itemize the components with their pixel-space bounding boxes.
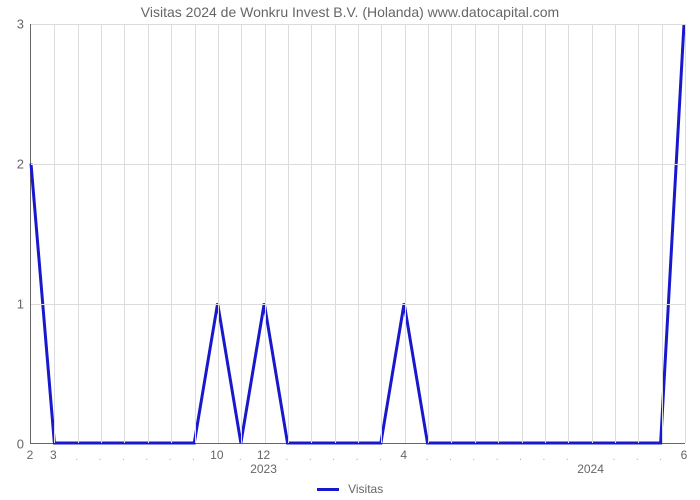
grid-vertical <box>498 24 499 443</box>
line-chart: Visitas 2024 de Wonkru Invest B.V. (Hola… <box>0 0 700 500</box>
grid-vertical <box>218 24 219 443</box>
grid-horizontal <box>31 304 685 305</box>
grid-vertical <box>78 24 79 443</box>
x-minor-tick: . <box>613 452 616 463</box>
y-tick-label: 1 <box>4 297 24 312</box>
grid-horizontal <box>31 164 685 165</box>
x-minor-tick: . <box>192 452 195 463</box>
x-minor-tick: . <box>145 452 148 463</box>
y-tick-label: 3 <box>4 17 24 32</box>
grid-vertical <box>428 24 429 443</box>
x-tick-label: 2 <box>27 448 34 462</box>
x-tick-label: 4 <box>400 448 407 462</box>
x-minor-tick: . <box>239 452 242 463</box>
chart-title: Visitas 2024 de Wonkru Invest B.V. (Hola… <box>0 4 700 20</box>
x-minor-tick: . <box>519 452 522 463</box>
grid-vertical <box>592 24 593 443</box>
y-tick-label: 2 <box>4 157 24 172</box>
grid-vertical <box>54 24 55 443</box>
x-minor-tick: . <box>332 452 335 463</box>
x-minor-tick: . <box>542 452 545 463</box>
x-year-label: 2023 <box>250 462 277 476</box>
grid-vertical <box>568 24 569 443</box>
grid-vertical <box>288 24 289 443</box>
grid-vertical <box>101 24 102 443</box>
x-minor-tick: . <box>286 452 289 463</box>
grid-vertical <box>241 24 242 443</box>
grid-vertical <box>311 24 312 443</box>
x-minor-tick: . <box>449 452 452 463</box>
x-minor-tick: . <box>75 452 78 463</box>
grid-vertical <box>148 24 149 443</box>
x-minor-tick: . <box>566 452 569 463</box>
x-tick-label: 6 <box>681 448 688 462</box>
x-minor-tick: . <box>379 452 382 463</box>
x-minor-tick: . <box>356 452 359 463</box>
x-minor-tick: . <box>426 452 429 463</box>
legend-label: Visitas <box>348 482 383 496</box>
x-tick-label: 12 <box>257 448 270 462</box>
plot-area <box>30 24 685 444</box>
x-minor-tick: . <box>309 452 312 463</box>
legend: Visitas <box>0 482 700 496</box>
x-tick-label: 10 <box>210 448 223 462</box>
x-year-label: 2024 <box>577 462 604 476</box>
grid-vertical <box>381 24 382 443</box>
grid-vertical <box>265 24 266 443</box>
grid-vertical <box>124 24 125 443</box>
grid-vertical <box>451 24 452 443</box>
grid-vertical <box>195 24 196 443</box>
grid-vertical <box>522 24 523 443</box>
legend-swatch <box>317 488 339 491</box>
grid-vertical <box>335 24 336 443</box>
x-minor-tick: . <box>472 452 475 463</box>
x-minor-tick: . <box>122 452 125 463</box>
grid-vertical <box>615 24 616 443</box>
grid-vertical <box>171 24 172 443</box>
x-minor-tick: . <box>636 452 639 463</box>
x-minor-tick: . <box>99 452 102 463</box>
grid-vertical <box>638 24 639 443</box>
x-tick-label: 3 <box>50 448 57 462</box>
x-minor-tick: . <box>169 452 172 463</box>
grid-vertical <box>685 24 686 443</box>
grid-vertical <box>662 24 663 443</box>
x-minor-tick: . <box>496 452 499 463</box>
y-tick-label: 0 <box>4 437 24 452</box>
grid-vertical <box>405 24 406 443</box>
grid-vertical <box>475 24 476 443</box>
grid-vertical <box>545 24 546 443</box>
x-minor-tick: . <box>659 452 662 463</box>
grid-vertical <box>358 24 359 443</box>
grid-horizontal <box>31 24 685 25</box>
